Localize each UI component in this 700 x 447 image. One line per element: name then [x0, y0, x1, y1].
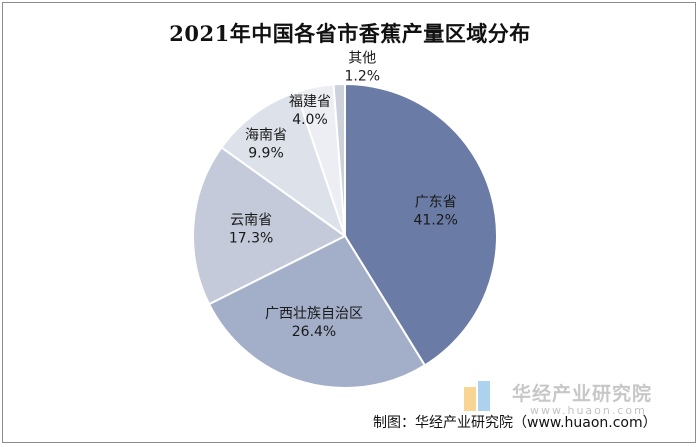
slice-value-label: 17.3% [229, 231, 273, 247]
pie-slices [192, 82, 498, 389]
pie-slice [192, 146, 347, 306]
slice-value-label: 26.4% [292, 324, 336, 340]
slice-name-label: 海南省 [245, 128, 287, 144]
watermark-url: www.huaon.com [530, 404, 647, 417]
huajing-logo-icon [464, 381, 490, 411]
slice-name-label: 其他 [348, 51, 376, 67]
pie-labels: 广东省 41.2% 广西壮族自治区 26.4% 云南省 17.3% 海南省 9.9% 福建省 4.… [229, 51, 458, 340]
slice-value-label: 1.2% [345, 69, 381, 85]
chart-title: 2021年中国各省市香蕉产量区域分布 [169, 21, 531, 46]
pie-slice [332, 82, 346, 237]
slice-name-label: 广东省 [415, 194, 457, 210]
source-note: 制图：华经产业研究院（www.huaon.com） [373, 415, 657, 431]
pie-slice [344, 82, 498, 367]
slice-value-label: 4.0% [292, 112, 328, 128]
pie-slice [207, 234, 427, 389]
slice-name-label: 云南省 [230, 213, 272, 229]
slice-value-label: 41.2% [413, 212, 457, 228]
watermark-text: 华经产业研究院 [512, 383, 653, 405]
pie-slice [220, 90, 347, 239]
watermark: 华经产业研究院 [462, 379, 694, 415]
slice-name-label: 福建省 [289, 94, 331, 110]
slice-value-label: 9.9% [248, 146, 284, 162]
slice-name-label: 广西壮族自治区 [265, 306, 363, 322]
